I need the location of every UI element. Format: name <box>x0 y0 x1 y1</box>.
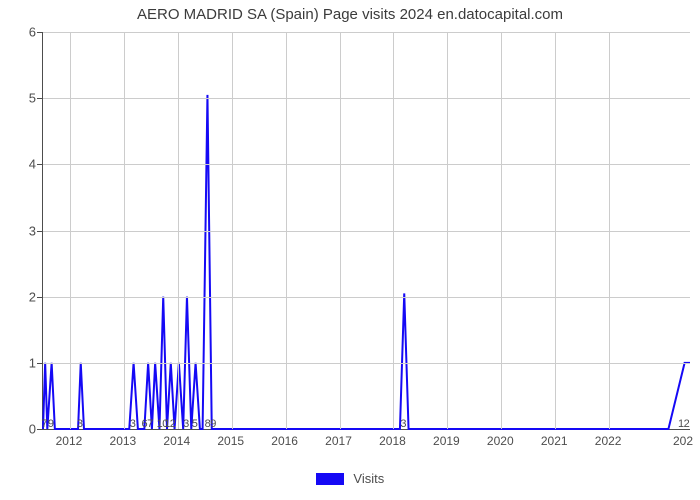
y-tick-mark <box>37 363 42 364</box>
y-tick-label: 4 <box>22 157 36 172</box>
y-tick-mark <box>37 32 42 33</box>
x-tick-year-label: 2015 <box>217 434 244 448</box>
gridline-vertical <box>555 32 556 429</box>
x-tick-month-label: 67 <box>142 418 153 430</box>
y-tick-label: 1 <box>22 355 36 370</box>
x-tick-month-label: 12 <box>678 418 689 430</box>
chart-title: AERO MADRID SA (Spain) Page visits 2024 … <box>0 6 700 23</box>
x-tick-month-label: 3 <box>183 418 189 430</box>
gridline-vertical <box>447 32 448 429</box>
x-tick-year-label: 2020 <box>487 434 514 448</box>
legend-label: Visits <box>353 471 384 486</box>
gridline-vertical <box>286 32 287 429</box>
x-tick-year-label: 2022 <box>595 434 622 448</box>
x-tick-year-label: 2018 <box>379 434 406 448</box>
y-tick-label: 6 <box>22 25 36 40</box>
visits-line <box>43 95 690 429</box>
y-tick-mark <box>37 164 42 165</box>
x-tick-year-label: 2017 <box>325 434 352 448</box>
gridline-horizontal <box>43 98 690 99</box>
gridline-vertical <box>340 32 341 429</box>
x-tick-month-label: 3 <box>77 418 83 430</box>
x-tick-year-label: 2014 <box>163 434 190 448</box>
gridline-vertical <box>501 32 502 429</box>
legend: Visits <box>0 470 700 486</box>
x-tick-month-label: 89 <box>205 418 216 430</box>
x-tick-year-label: 2019 <box>433 434 460 448</box>
x-tick-month-label: 12 <box>164 418 175 430</box>
x-tick-year-label: 202 <box>673 434 693 448</box>
y-tick-label: 5 <box>22 91 36 106</box>
y-tick-label: 3 <box>22 223 36 238</box>
x-tick-year-label: 2013 <box>110 434 137 448</box>
gridline-horizontal <box>43 32 690 33</box>
gridline-vertical <box>232 32 233 429</box>
gridline-vertical <box>178 32 179 429</box>
gridline-horizontal <box>43 164 690 165</box>
x-tick-month-label: 3 <box>400 418 406 430</box>
gridline-vertical <box>70 32 71 429</box>
gridline-horizontal <box>43 363 690 364</box>
x-tick-month-label: 5 <box>192 418 198 430</box>
x-tick-month-label: 3 <box>130 418 136 430</box>
y-tick-label: 2 <box>22 289 36 304</box>
legend-swatch <box>316 473 344 485</box>
x-tick-month-label: 9 <box>48 418 54 430</box>
y-tick-label: 0 <box>22 422 36 437</box>
gridline-horizontal <box>43 231 690 232</box>
gridline-vertical <box>393 32 394 429</box>
x-tick-month-label: 7 <box>41 418 47 430</box>
gridline-horizontal <box>43 297 690 298</box>
y-tick-mark <box>37 231 42 232</box>
chart-container: AERO MADRID SA (Spain) Page visits 2024 … <box>0 0 700 500</box>
gridline-vertical <box>609 32 610 429</box>
gridline-vertical <box>124 32 125 429</box>
y-tick-mark <box>37 297 42 298</box>
plot-area <box>42 32 690 430</box>
y-tick-mark <box>37 98 42 99</box>
x-tick-year-label: 2012 <box>56 434 83 448</box>
x-tick-year-label: 2021 <box>541 434 568 448</box>
x-tick-year-label: 2016 <box>271 434 298 448</box>
